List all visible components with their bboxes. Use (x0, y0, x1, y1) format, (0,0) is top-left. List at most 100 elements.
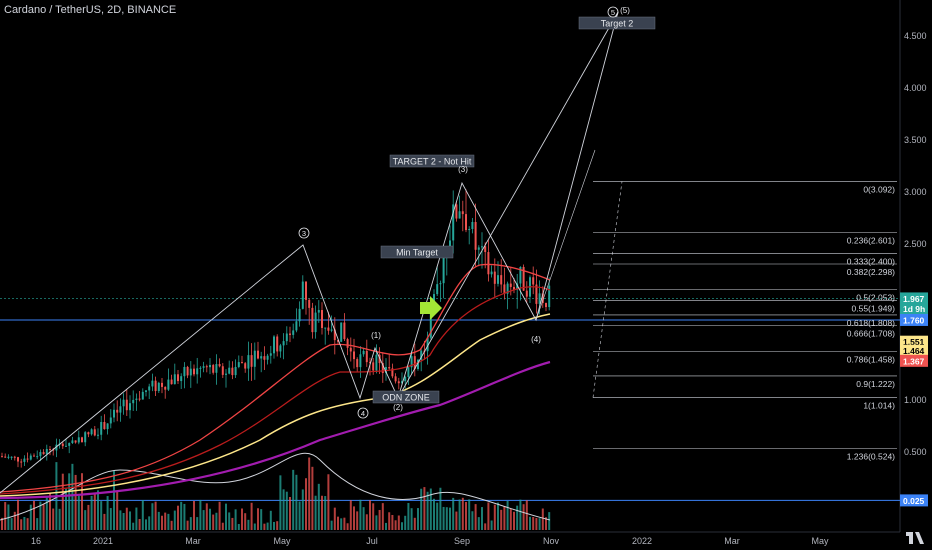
volume-bar (269, 510, 272, 530)
volume-bar (20, 519, 23, 530)
volume-bar (84, 510, 87, 530)
candle-body (509, 283, 512, 287)
candle-body (33, 455, 35, 457)
volume-bar (260, 509, 263, 530)
volume-bar (516, 505, 519, 530)
volume-bar (490, 520, 493, 530)
candle-body (221, 366, 224, 375)
candle-body (330, 329, 333, 331)
volume-bar (375, 515, 378, 530)
annotation-label: ODN ZONE (382, 393, 430, 403)
candle-body (215, 364, 218, 373)
volume-bar (545, 517, 547, 530)
price-label-value: 1.367 (903, 356, 925, 366)
candle-body (420, 350, 423, 360)
candle-body (461, 211, 464, 215)
volume-bar (237, 523, 240, 530)
candle-body (359, 354, 362, 368)
volume-bar (145, 519, 147, 530)
volume-bar (183, 503, 186, 530)
volume-bar (257, 508, 259, 530)
volume-bar (29, 504, 32, 530)
volume-bar (372, 503, 375, 530)
volume-bar (87, 504, 90, 530)
volume-bar (548, 512, 551, 530)
candle-body (298, 308, 301, 322)
volume-bar (455, 511, 458, 530)
x-tick-label: Mar (185, 536, 201, 546)
volume-bar (365, 514, 368, 530)
candle-body (109, 417, 112, 424)
candle-body (148, 386, 151, 391)
volume-bar (138, 518, 141, 530)
candle-body (506, 283, 509, 294)
volume-bar (481, 507, 483, 530)
volume-bar (167, 513, 170, 530)
candle-body (65, 445, 67, 447)
candle-body (426, 337, 429, 352)
ema-mid-line (0, 286, 551, 495)
volume-bar (49, 492, 51, 530)
candle-body (154, 380, 157, 392)
volume-bar (426, 491, 429, 530)
fib-level-label: 0.618(1.808) (847, 318, 895, 328)
candle-body (522, 266, 525, 291)
annotation-box (389, 154, 475, 168)
candle-body (273, 336, 275, 354)
volume-bar (458, 499, 461, 530)
candle-body (295, 321, 298, 331)
volume-bar (381, 503, 384, 530)
volume-bar (129, 511, 131, 530)
volume-bar (311, 466, 314, 530)
candle-body (119, 406, 122, 413)
volume-bar (522, 504, 525, 530)
y-tick-label: 2.500 (904, 239, 927, 249)
volume-bar (340, 518, 343, 530)
candle-body (49, 449, 51, 451)
volume-bar (289, 497, 291, 530)
candle-body (202, 366, 205, 368)
candle-body (234, 366, 237, 376)
candle-body (23, 458, 26, 462)
volume-bar (417, 508, 419, 530)
candle-body (417, 359, 419, 370)
x-tick-label: May (273, 536, 291, 546)
y-tick-label: 4.500 (904, 31, 927, 41)
candle-body (113, 409, 115, 418)
candles (1, 189, 551, 468)
candle-body (292, 330, 295, 335)
candle-body (170, 379, 173, 385)
wave-extension-line (535, 149, 596, 321)
volume-bar (116, 491, 119, 530)
volume-bar (164, 512, 167, 530)
price-label-value: 1d 9h (903, 304, 925, 314)
volume-bars (1, 457, 551, 530)
candle-body (282, 341, 285, 346)
x-tick-label: Jul (366, 536, 378, 546)
volume-bar (477, 517, 480, 530)
volume-bar (109, 508, 112, 530)
volume-bar (106, 496, 109, 530)
volume-bar (439, 487, 442, 530)
wave-circle (298, 227, 310, 239)
candle-body (68, 443, 71, 446)
volume-bar (148, 516, 151, 530)
volume-bar (321, 495, 323, 530)
candle-body (525, 290, 528, 297)
candle-body (397, 381, 400, 384)
candle-body (29, 455, 32, 460)
candle-body (71, 440, 74, 444)
volume-bar (330, 520, 333, 530)
volume-bar (26, 518, 29, 530)
candle-body (173, 374, 176, 385)
price-label-tag (900, 335, 928, 348)
candle-body (193, 368, 195, 375)
candle-body (157, 382, 160, 392)
volume-bar (215, 512, 218, 530)
volume-bar (301, 489, 304, 530)
x-tick-label: 2021 (93, 536, 113, 546)
candle-body (465, 214, 467, 231)
volume-bar (125, 507, 128, 530)
candle-body (100, 421, 103, 435)
